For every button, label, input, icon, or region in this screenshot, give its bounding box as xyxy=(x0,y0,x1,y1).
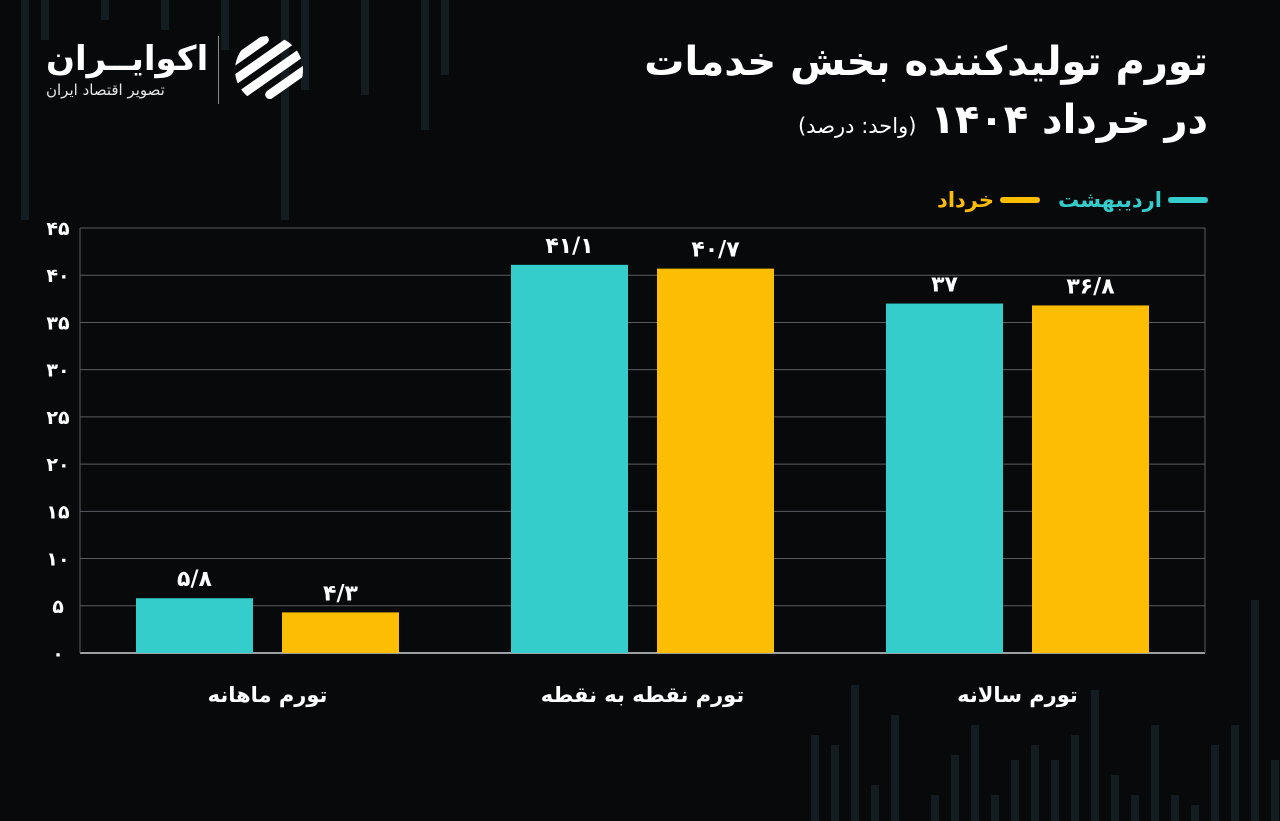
bar xyxy=(657,268,774,653)
background-candle xyxy=(41,0,49,40)
x-category-label: تورم سالانه xyxy=(957,683,1078,707)
x-category-label: تورم نقطه به نقطه xyxy=(541,683,744,707)
background-candle xyxy=(361,0,369,95)
chart-gridlines xyxy=(79,227,1206,654)
brand-tagline: تصویر اقتصاد ایران xyxy=(46,81,165,99)
chart-title-date: در خرداد ۱۴۰۴ xyxy=(930,97,1208,143)
background-candle xyxy=(221,0,229,50)
background-candle xyxy=(101,0,109,20)
x-category-label: تورم ماهانه xyxy=(208,683,328,707)
legend-label-ordibehesht: اردیبهشت xyxy=(1058,188,1162,212)
background-candle xyxy=(21,0,29,220)
background-candle xyxy=(1091,690,1099,821)
background-candle xyxy=(1071,735,1079,821)
background-candle xyxy=(951,755,959,821)
background-candle xyxy=(831,745,839,821)
legend-swatch-ordibehesht xyxy=(1168,197,1208,203)
y-tick-label: ۳۰ xyxy=(46,360,69,382)
y-tick-label: ۱۰ xyxy=(46,549,69,571)
background-candle xyxy=(1231,725,1239,821)
background-candle xyxy=(1251,600,1259,821)
background-candle xyxy=(441,0,449,75)
bar xyxy=(1032,305,1149,653)
background-candle xyxy=(1111,775,1119,821)
y-tick-label: ۱۵ xyxy=(46,501,70,523)
bar-value-label: ۴۰/۷ xyxy=(691,238,740,263)
background-candle xyxy=(871,785,879,821)
background-candle xyxy=(1171,795,1179,821)
background-candle xyxy=(1011,760,1019,821)
y-tick-label: ۵ xyxy=(52,596,64,618)
background-candle xyxy=(161,0,169,30)
chart-bar-value-labels: ۵/۸ ۴/۳ ۴۱/۱ ۴۰/۷ ۳۷ ۳۶/۸ xyxy=(177,234,1115,607)
brand-logo: اکوایــران تصویر اقتصاد ایران xyxy=(46,32,305,108)
legend-item-ordibehesht: اردیبهشت xyxy=(1058,186,1208,214)
y-tick-label: ۰ xyxy=(52,643,64,665)
bar-value-label: ۳۶/۸ xyxy=(1066,274,1115,299)
background-candle xyxy=(421,0,429,130)
bar xyxy=(136,598,253,653)
bar-value-label: ۳۷ xyxy=(931,273,958,298)
background-candle xyxy=(811,735,819,821)
legend-item-khordad: خرداد xyxy=(937,186,1040,214)
bar-value-label: ۴/۳ xyxy=(323,581,358,606)
background-candle xyxy=(1031,745,1039,821)
y-tick-label: ۲۰ xyxy=(46,454,69,476)
brand-name: اکوایــران xyxy=(46,39,209,79)
background-candle xyxy=(991,795,999,821)
background-candle xyxy=(1191,805,1199,821)
bar-value-label: ۴۱/۱ xyxy=(545,234,593,259)
legend-swatch-khordad xyxy=(1000,197,1040,203)
chart-legend: اردیبهشت خرداد xyxy=(937,186,1208,214)
brand-divider xyxy=(218,36,220,104)
background-candle xyxy=(1151,725,1159,821)
bar xyxy=(282,612,399,653)
background-candle xyxy=(931,795,939,821)
background-candle xyxy=(1211,745,1219,821)
bar-value-label: ۵/۸ xyxy=(177,567,212,592)
chart-bars xyxy=(136,264,1149,653)
background-candle xyxy=(1271,760,1279,821)
y-tick-label: ۲۵ xyxy=(46,407,70,429)
bar xyxy=(511,264,628,653)
chart-title-block: تورم تولیدکننده بخش خدمات در خرداد ۱۴۰۴ … xyxy=(448,34,1208,148)
chart-unit-note: (واحد: درصد) xyxy=(797,114,917,138)
background-candle xyxy=(971,725,979,821)
background-candle xyxy=(1051,760,1059,821)
y-tick-label: ۴۵ xyxy=(46,218,70,240)
y-tick-label: ۴۰ xyxy=(46,265,69,287)
y-axis-tick-labels: ۰ ۵ ۱۰ ۱۵ ۲۰ ۲۵ ۳۰ ۳۵ ۴۰ ۴۵ xyxy=(46,218,70,665)
chart-title: تورم تولیدکننده بخش خدمات xyxy=(644,39,1208,85)
background-candle xyxy=(281,0,289,220)
background-candle xyxy=(851,685,859,821)
background-candle xyxy=(891,715,899,821)
y-tick-label: ۳۵ xyxy=(46,312,70,334)
ecoiran-stripes-logo-icon xyxy=(235,36,304,100)
legend-label-khordad: خرداد xyxy=(937,188,994,212)
background-candle xyxy=(1131,795,1139,821)
x-axis-category-labels: تورم ماهانه تورم نقطه به نقطه تورم سالانه xyxy=(208,683,1078,707)
bar xyxy=(886,303,1003,653)
background-candlestick-decoration xyxy=(21,0,1279,821)
brand-text: اکوایــران تصویر اقتصاد ایران xyxy=(46,39,208,101)
chart-title-line2: در خرداد ۱۴۰۴ (واحد: درصد) xyxy=(448,92,1208,148)
background-candle xyxy=(301,0,309,90)
